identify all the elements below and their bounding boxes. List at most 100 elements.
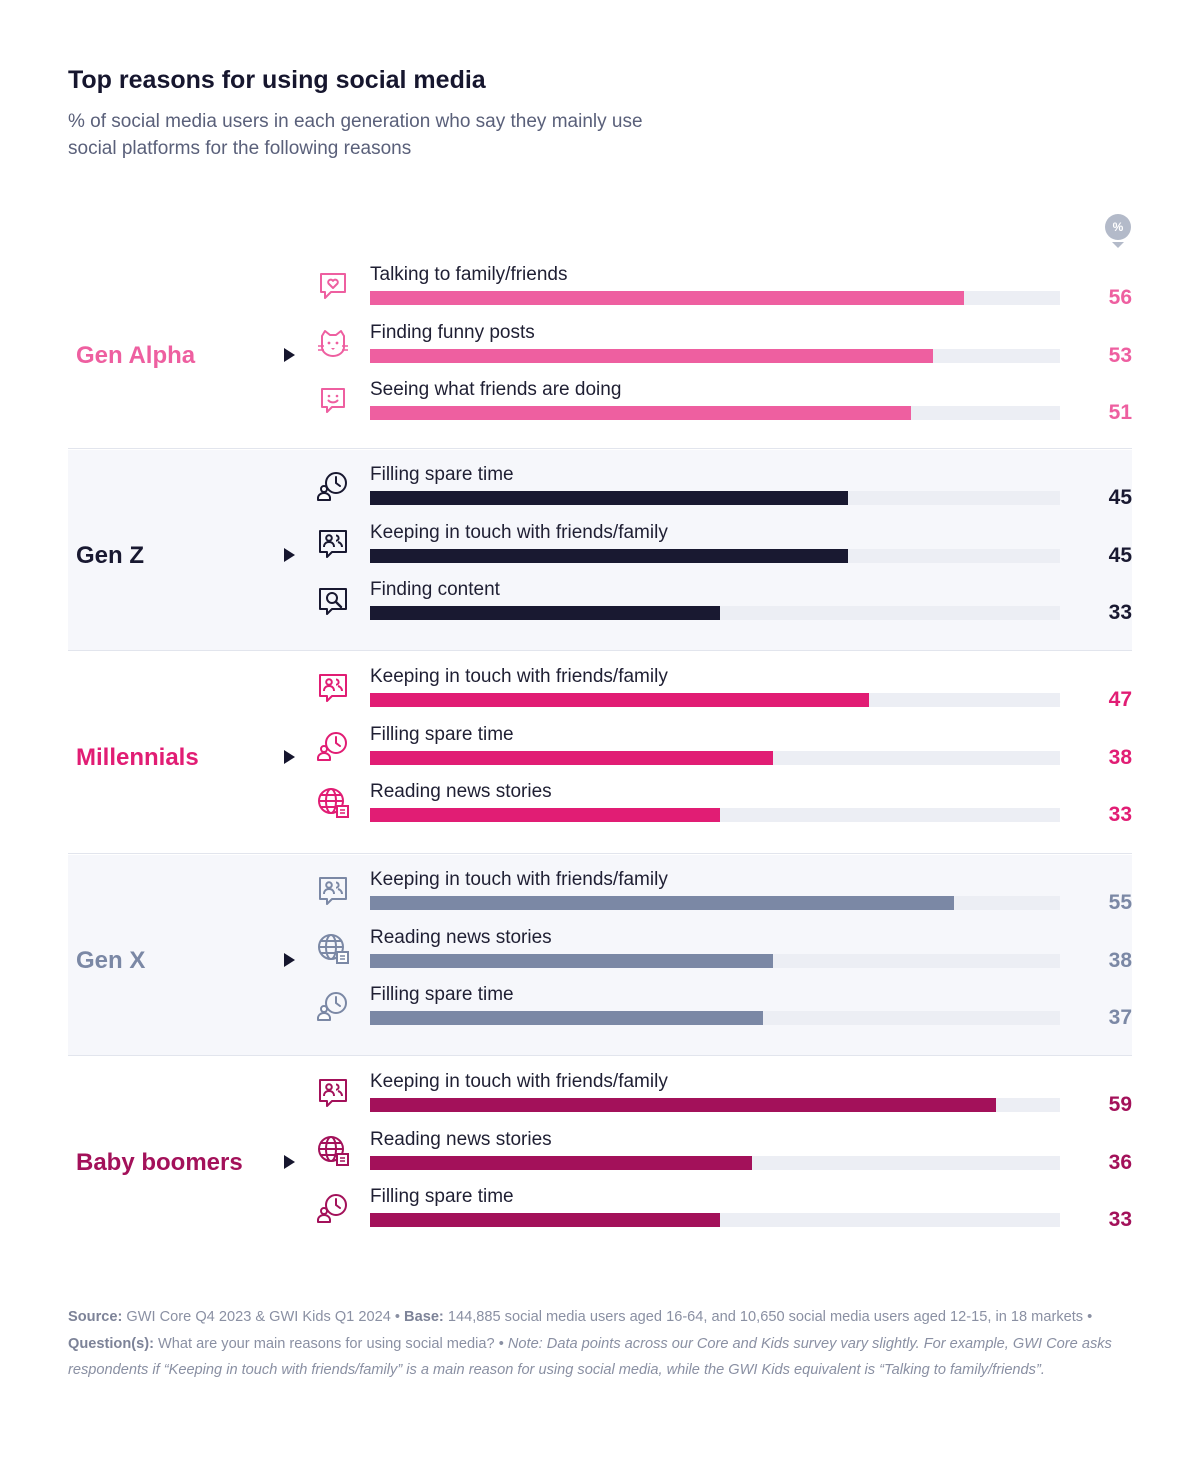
bar-row: Filling spare time 45 [68,464,1132,526]
chart-title: Top reasons for using social media [68,66,486,94]
bar-value-label: 36 [1108,1150,1132,1174]
bar-value-label: 56 [1108,286,1132,309]
globe-news-icon [315,931,351,967]
base-text: 144,885 social media users aged 16-64, a… [443,1309,1093,1325]
bar [370,348,933,363]
globe-news-icon [315,785,351,821]
group-divider [68,1055,1132,1056]
bar-row: Talking to family/friends 56 [68,264,1132,326]
bar-value-label: 51 [1108,401,1132,424]
bar [370,291,965,305]
people-speech-bubble-icon [315,1075,351,1111]
note-text: Note: Data points across our Core and Ki… [68,1335,1112,1379]
arrow-right-icon [284,1154,295,1169]
bar-label: Filling spare time [370,1186,514,1207]
bar [370,896,954,910]
footnote: Source: GWI Core Q4 2023 & GWI Kids Q1 2… [68,1304,1138,1384]
bar-value-label: 33 [1108,1208,1132,1231]
arrow-right-icon [284,749,295,764]
bar-track [370,953,1060,968]
generation-label: Gen Z [76,541,145,569]
group-divider [68,448,1132,449]
group-millennials: Millennials Keeping in touch with friends… [68,652,1132,853]
percent-badge: % [1105,214,1131,240]
percent-badge-pointer [1112,242,1124,248]
group-baby-boomers: Baby boomers Keeping in touch with friend… [68,1057,1132,1267]
base-label: Base: [404,1309,444,1325]
bar-value-label: 47 [1108,688,1132,711]
bar-label: Keeping in touch with friends/family [370,521,668,543]
bar-track [370,1155,1060,1170]
generation-label: Baby boomers [76,1148,243,1176]
bar-label: Seeing what friends are doing [370,379,622,400]
bar [370,1011,763,1025]
bar-track [370,491,1060,505]
bar-row: Finding content 33 [68,579,1132,641]
bar-label: Keeping in touch with friends/family [370,1071,668,1092]
bar-row: Keeping in touch with friends/family 59 [68,1071,1132,1133]
bar-label: Keeping in touch with friends/family [370,869,668,890]
bar-value-label: 53 [1108,343,1132,367]
bar-track [370,896,1060,910]
bar-track [370,348,1060,363]
people-speech-bubble-icon [315,526,351,562]
bar-track [370,406,1060,420]
bar-track [370,750,1060,765]
cat-face-icon [315,326,351,362]
bar-label: Reading news stories [370,1128,552,1150]
bar-row: Reading news stories 33 [68,781,1132,843]
bar-value-label: 45 [1108,543,1132,567]
bar-label: Reading news stories [370,926,552,948]
bar-label: Keeping in touch with friends/family [370,666,668,687]
bar-value-label: 38 [1108,745,1132,769]
question-text: What are your main reasons for using soc… [153,1335,508,1352]
bar-label: Filling spare time [370,984,514,1005]
people-speech-bubble-icon [315,873,351,909]
bar-value-label: 55 [1108,891,1132,914]
bar-value-label: 59 [1108,1093,1132,1116]
group-gen-x: Gen X Keeping in touch with friends/famil… [68,855,1132,1055]
bar [370,548,848,563]
bar-label: Filling spare time [370,723,514,745]
bar [370,1098,997,1112]
person-clock-icon [315,988,351,1024]
bar [370,953,774,968]
bar-track [370,1213,1060,1227]
bar-track [370,291,1060,305]
bar-row: Filling spare time 33 [68,1186,1132,1248]
bar [370,750,774,765]
bar-row: Finding funny posts 53 [68,322,1132,384]
person-clock-icon [315,468,351,504]
group-gen-alpha: Gen Alpha Talking to family/friends 56 Find… [68,250,1132,448]
bar [370,1155,753,1170]
source-label: Source: [68,1309,123,1325]
group-gen-z: Gen Z Filling spare time 45 Keeping in touc… [68,450,1132,650]
bar [370,606,721,620]
person-clock-icon [315,728,351,764]
generation-label: Gen Alpha [76,341,196,369]
bar-row: Reading news stories 38 [68,927,1132,989]
bar [370,491,848,505]
bar-row: Reading news stories 36 [68,1129,1132,1191]
arrow-right-icon [284,347,295,362]
arrow-right-icon [284,952,295,967]
bar [370,808,721,822]
question-label: Question(s): [68,1335,154,1352]
bar [370,406,912,420]
people-speech-bubble-icon [315,670,351,706]
bar-row: Keeping in touch with friends/family 45 [68,522,1132,584]
bar-label: Reading news stories [370,781,552,802]
bar-value-label: 37 [1108,1006,1132,1029]
magnifier-speech-bubble-icon [315,583,351,619]
generation-label: Gen X [76,946,146,974]
bar-value-label: 33 [1108,601,1132,624]
bar-row: Seeing what friends are doing 51 [68,379,1132,441]
source-text: GWI Core Q4 2023 & GWI Kids Q1 2024 • [122,1309,405,1325]
person-clock-icon [315,1190,351,1226]
bar-label: Finding funny posts [370,321,535,343]
smiley-speech-bubble-icon [315,383,351,419]
globe-news-icon [315,1133,351,1169]
bar-value-label: 38 [1108,948,1132,972]
bar-track [370,693,1060,707]
bar-label: Talking to family/friends [370,264,568,285]
